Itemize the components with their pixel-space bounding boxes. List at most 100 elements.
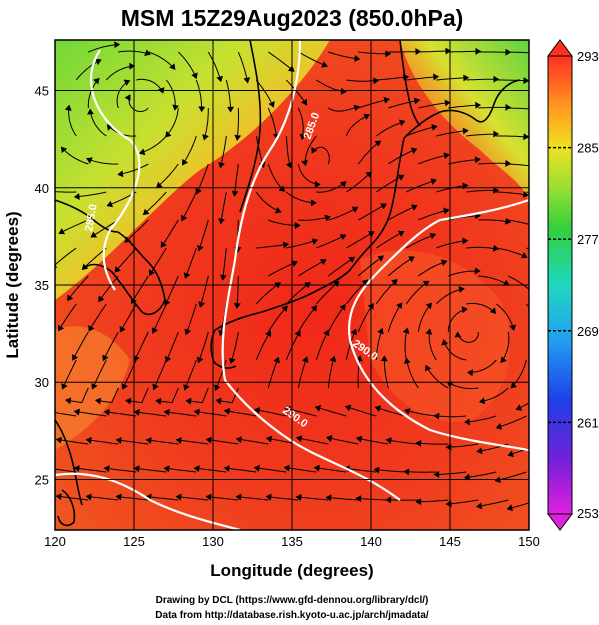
streamline-arrowhead (539, 359, 544, 364)
streamline (215, 359, 227, 391)
streamline (388, 51, 421, 53)
streamline-arrowhead (86, 157, 93, 164)
streamline (466, 133, 499, 137)
streamline-arrowhead (71, 354, 79, 361)
streamline (133, 331, 149, 362)
streamline-arrowhead (429, 232, 437, 240)
streamline-arrowhead (377, 327, 384, 335)
streamline-arrowhead (522, 191, 529, 198)
streamline-arrowhead (425, 302, 433, 310)
streamline-arrowhead (314, 404, 322, 412)
streamline (124, 219, 149, 243)
streamline (508, 163, 529, 167)
streamline-arrowhead (430, 178, 437, 185)
streamline (328, 106, 360, 112)
colorbar-max-arrow (547, 39, 573, 57)
streamline-arrowhead (102, 354, 109, 362)
streamline-arrowhead (536, 51, 541, 56)
streamline (285, 135, 292, 168)
streamline (284, 467, 317, 473)
streamline-arrowhead (198, 106, 206, 113)
streamline (496, 415, 527, 429)
streamline (358, 98, 390, 109)
streamline-arrowhead (445, 47, 452, 55)
taiwan-coast (57, 489, 76, 527)
streamline-arrowhead (339, 304, 346, 311)
streamline (496, 191, 529, 196)
streamline-arrowhead (155, 397, 162, 405)
streamline-arrowhead (275, 206, 282, 214)
streamline-arrowhead (536, 107, 541, 112)
streamline-arrowhead (235, 436, 242, 444)
plot-area: 285.0 285.0 290.0 290.0 (45, 39, 544, 531)
streamline (236, 438, 269, 445)
streamline (136, 78, 164, 94)
streamline (468, 359, 497, 373)
streamline (114, 247, 137, 273)
streamline-arrowhead (509, 324, 517, 331)
y-tick-label: 40 (35, 181, 49, 196)
china-coast-north (55, 199, 119, 233)
streamline (298, 51, 328, 67)
x-axis-ticks: 120 125 130 135 140 145 150 (44, 534, 540, 549)
streamline-arrowhead (397, 174, 405, 181)
streamline-arrowhead (215, 397, 222, 405)
streamline-arrowhead (493, 186, 500, 194)
credit-drawing: Drawing by DCL (https://www.gfd-dennou.o… (156, 595, 429, 606)
colorbar-scale (547, 55, 573, 515)
streamline-arrowhead (467, 369, 474, 377)
streamline (104, 411, 137, 417)
streamline-arrowhead (205, 493, 212, 501)
colorbar-tick-label: 293 (577, 49, 599, 64)
korea-coast (83, 231, 166, 316)
streamline-arrowhead (45, 466, 50, 471)
streamline (479, 387, 509, 403)
isotherm-285-west (90, 49, 141, 291)
streamline (104, 467, 137, 473)
streamline (478, 106, 511, 109)
streamline-arrowhead (374, 140, 382, 147)
streamline (357, 140, 381, 165)
streamline-arrowhead (325, 435, 333, 442)
colorbar-min-arrow (547, 513, 573, 531)
streamline (510, 359, 527, 389)
streamline (425, 365, 449, 389)
streamline-arrowhead (534, 224, 539, 229)
streamline (435, 288, 464, 305)
streamline-arrowhead (133, 408, 140, 416)
streamline-arrowhead (294, 330, 301, 337)
streamline (86, 495, 119, 501)
streamline-arrowhead (273, 356, 280, 364)
streamline (346, 171, 372, 193)
streamline-arrowhead (197, 244, 204, 252)
streamline (195, 79, 203, 112)
streamline-arrowhead (523, 133, 529, 141)
streamline (446, 499, 479, 505)
streamline-arrowhead (282, 241, 290, 249)
russia-coast (239, 40, 262, 213)
streamline (388, 148, 417, 165)
x-tick-label: 150 (518, 534, 540, 549)
streamline-arrowhead (478, 397, 486, 405)
streamline-arrowhead (441, 339, 449, 346)
streamline-arrowhead (91, 383, 98, 390)
streamline (466, 189, 499, 193)
streamline (405, 280, 429, 305)
streamline (358, 51, 391, 55)
streamline-arrowhead (425, 364, 432, 372)
streamline (375, 328, 383, 361)
streamline (58, 303, 77, 331)
streamline-arrowhead (373, 466, 380, 474)
streamline-arrowhead (55, 436, 62, 444)
streamline (143, 191, 167, 215)
x-axis-label: Longitude (degrees) (210, 561, 373, 580)
streamline-arrowhead (165, 130, 172, 138)
streamline-arrowhead (415, 439, 422, 447)
streamline-arrowhead (65, 397, 72, 405)
streamline (296, 437, 329, 445)
streamline-arrowhead (155, 181, 163, 189)
streamline-arrowhead (193, 408, 200, 416)
streamline-arrowhead (403, 408, 411, 415)
streamline (197, 331, 209, 363)
streamline-arrowhead (506, 504, 513, 512)
